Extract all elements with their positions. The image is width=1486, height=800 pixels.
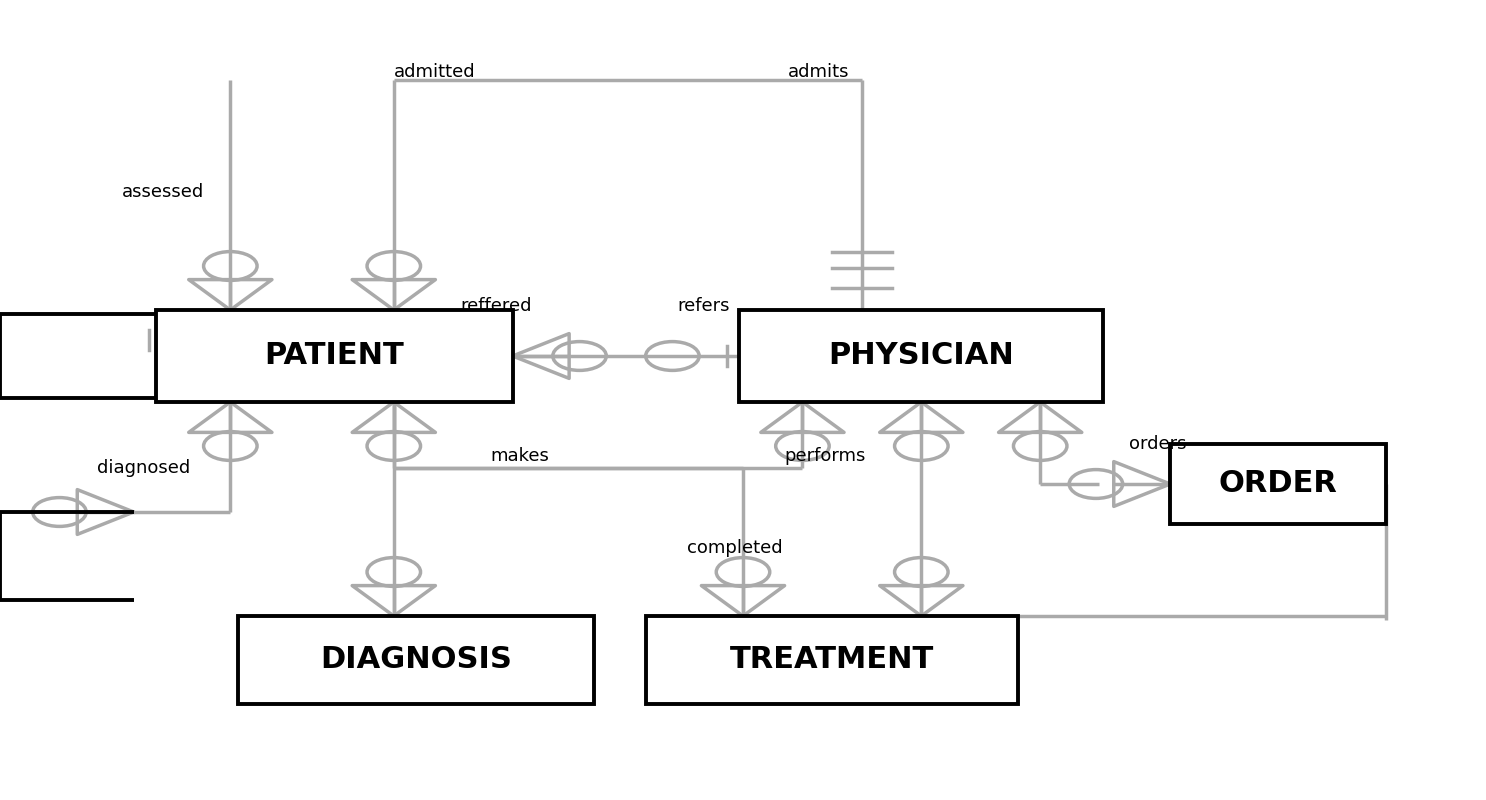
Text: completed: completed	[687, 539, 782, 557]
Text: assessed: assessed	[122, 183, 204, 201]
Bar	[740, 310, 1103, 402]
Bar	[156, 310, 513, 402]
Bar	[238, 616, 594, 704]
Text: diagnosed: diagnosed	[97, 459, 190, 477]
Text: makes: makes	[490, 447, 550, 465]
Text: refers: refers	[678, 297, 730, 314]
Text: DIAGNOSIS: DIAGNOSIS	[319, 646, 513, 674]
Text: admits: admits	[788, 63, 849, 81]
Text: PATIENT: PATIENT	[265, 342, 404, 370]
Bar	[1171, 444, 1385, 524]
Text: admitted: admitted	[394, 63, 476, 81]
Text: PHYSICIAN: PHYSICIAN	[829, 342, 1013, 370]
Text: TREATMENT: TREATMENT	[730, 646, 935, 674]
Text: ORDER: ORDER	[1219, 470, 1337, 498]
Text: reffered: reffered	[461, 297, 532, 314]
Text: performs: performs	[785, 447, 866, 465]
Bar	[646, 616, 1018, 704]
Text: orders: orders	[1129, 435, 1187, 453]
